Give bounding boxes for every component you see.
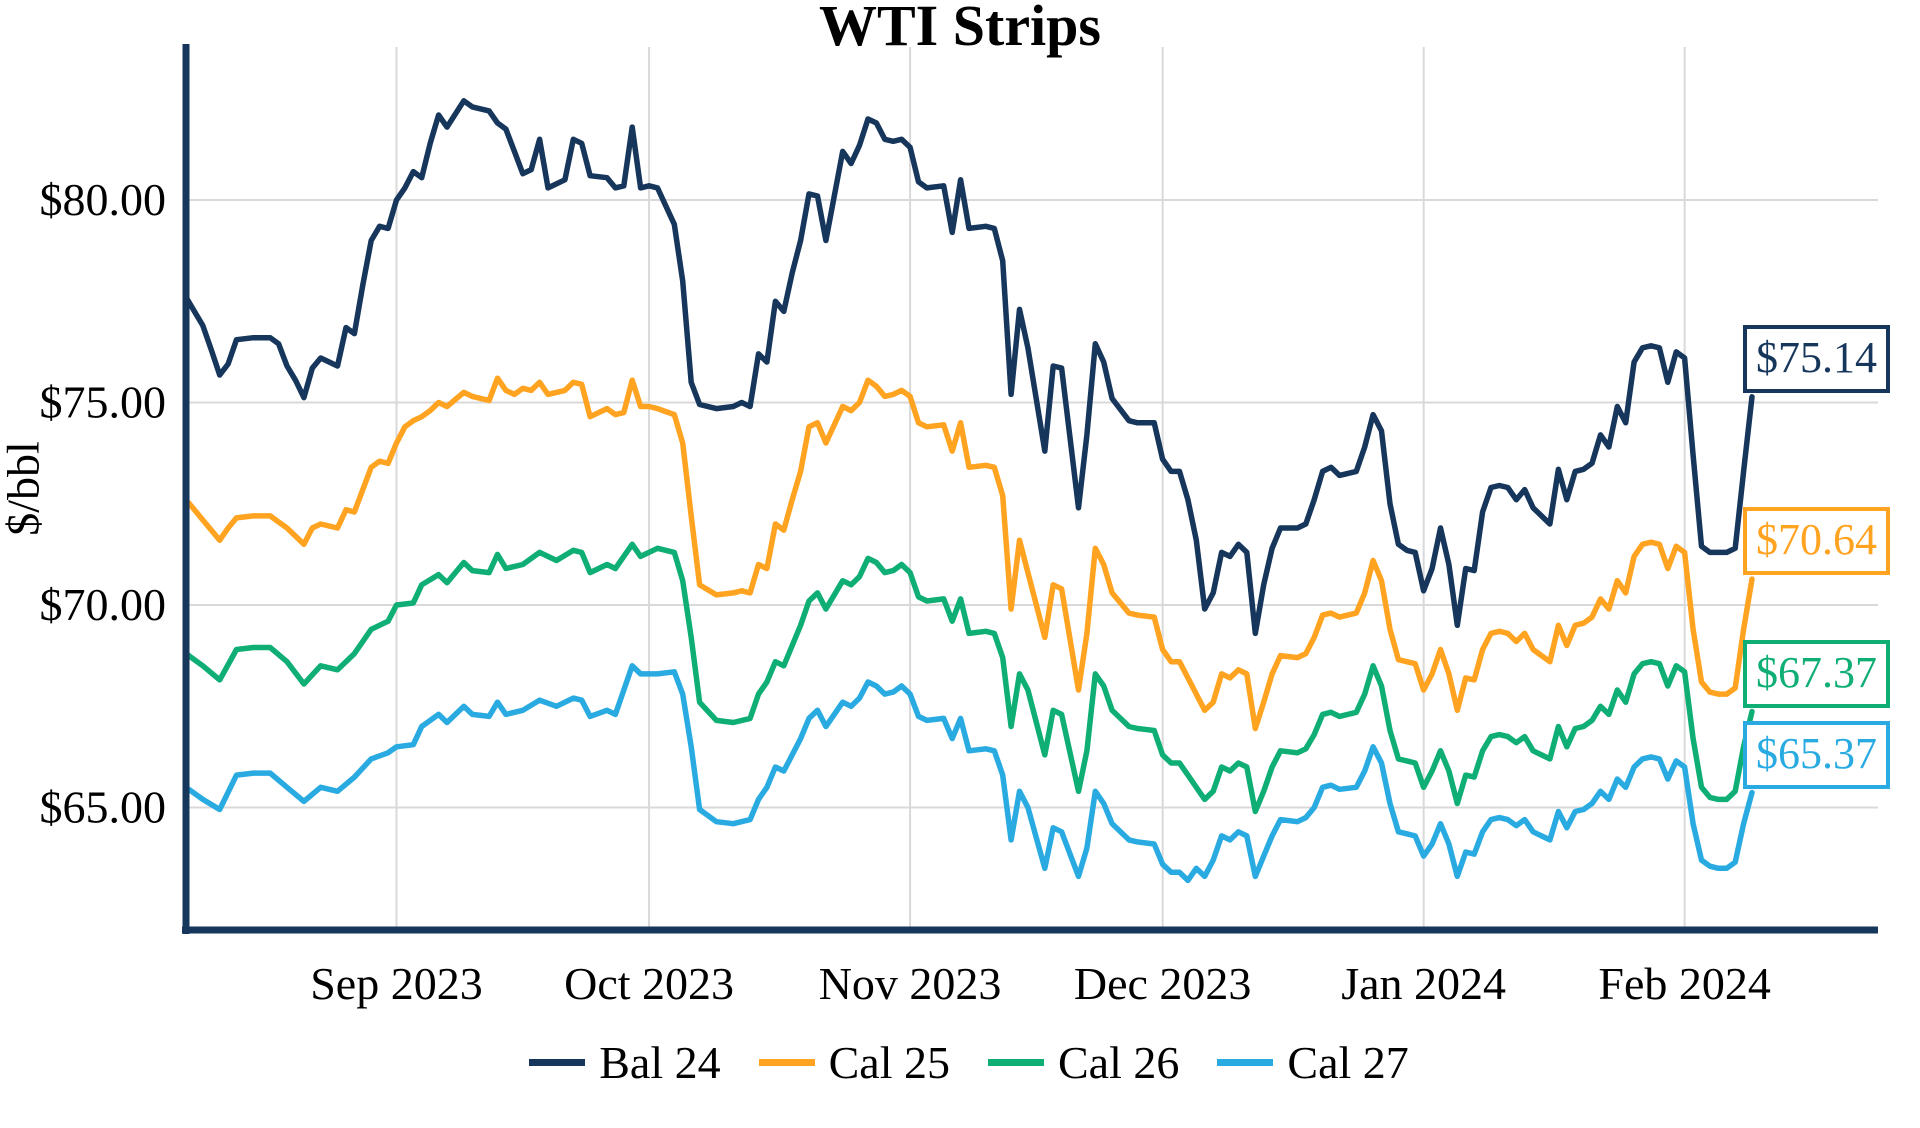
- end-label-cal-27: $65.37: [1743, 720, 1890, 789]
- y-tick-label-75: $75.00: [40, 377, 167, 428]
- end-label-cal-26: $67.37: [1743, 639, 1890, 708]
- series-line-cal-25: [183, 375, 1755, 732]
- y-tick-label-65: $65.00: [40, 782, 167, 833]
- series-line-bal-24: [183, 98, 1755, 637]
- x-tick-label-oct-2023: Oct 2023: [564, 958, 734, 1009]
- legend-label-cal-25: Cal 25: [828, 1037, 950, 1088]
- legend-swatch-cal-27: [1217, 1059, 1274, 1066]
- legend-item-cal-26: Cal 26: [988, 1036, 1179, 1089]
- legend-swatch-cal-26: [988, 1059, 1044, 1066]
- series-line-cal-27: [183, 663, 1755, 884]
- legend-label-cal-27: Cal 27: [1287, 1037, 1409, 1088]
- x-tick-label-feb-2024: Feb 2024: [1598, 958, 1771, 1009]
- legend-item-cal-27: Cal 27: [1217, 1036, 1409, 1089]
- x-tick-label-sep-2023: Sep 2023: [310, 958, 483, 1009]
- end-label-bal-24: $75.14: [1743, 324, 1890, 393]
- series-line-cal-26: [183, 541, 1755, 815]
- end-label-cal-25: $70.64: [1743, 507, 1890, 576]
- y-tick-label-70: $70.00: [40, 579, 167, 630]
- legend-label-bal-24: Bal 24: [599, 1037, 721, 1088]
- x-tick-label-jan-2024: Jan 2024: [1341, 958, 1506, 1009]
- legend-swatch-cal-25: [758, 1059, 815, 1066]
- legend-item-bal-24: Bal 24: [529, 1036, 721, 1089]
- y-tick-label-80: $80.00: [40, 174, 167, 225]
- x-tick-label-dec-2023: Dec 2023: [1074, 958, 1252, 1009]
- legend-swatch-bal-24: [529, 1059, 586, 1066]
- chart-title: WTI Strips: [818, 0, 1101, 58]
- legend-item-cal-25: Cal 25: [758, 1036, 950, 1089]
- legend-label-cal-26: Cal 26: [1058, 1037, 1180, 1088]
- legend: Bal 24 Cal 25 Cal 26 Cal 27: [186, 1036, 1752, 1089]
- x-tick-label-nov-2023: Nov 2023: [819, 958, 1002, 1009]
